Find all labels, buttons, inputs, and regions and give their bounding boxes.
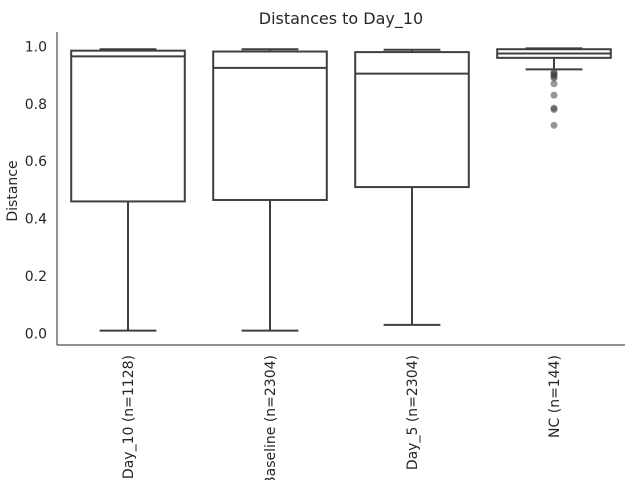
box-iqr	[354, 51, 470, 189]
box-1	[70, 48, 186, 332]
x-tick-label: Day_5 (n=2304)	[405, 355, 421, 470]
y-tick-label: 1.0	[25, 39, 47, 55]
outlier-point	[550, 91, 558, 99]
y-tick-label: 0.8	[25, 97, 47, 113]
box-iqr	[212, 50, 328, 201]
x-tick-label: Baseline (n=2304)	[263, 355, 279, 480]
boxes	[70, 47, 612, 332]
y-tick-label: 0.6	[25, 154, 47, 170]
x-tick-label: Day_10 (n=1128)	[121, 355, 137, 479]
y-axis-label: Distance	[5, 160, 21, 221]
box-4	[496, 47, 612, 129]
y-tick-label: 0.4	[25, 212, 47, 228]
box-3	[354, 48, 470, 326]
box-2	[212, 48, 328, 332]
x-tick-label: NC (n=144)	[547, 355, 563, 438]
y-tick-label: 0.2	[25, 269, 47, 285]
axes: 0.0 0.2 0.4 0.6 0.8 1.0	[25, 32, 625, 346]
outlier-point	[550, 121, 558, 129]
box-iqr	[70, 49, 186, 203]
outlier-point	[550, 74, 558, 82]
outlier-point	[550, 80, 558, 88]
x-tick-labels: Day_10 (n=1128) Baseline (n=2304) Day_5 (n…	[121, 355, 563, 480]
outlier-point	[550, 106, 558, 114]
y-tick-label: 0.0	[25, 327, 47, 343]
chart-title: Distances to Day_10	[259, 9, 423, 29]
